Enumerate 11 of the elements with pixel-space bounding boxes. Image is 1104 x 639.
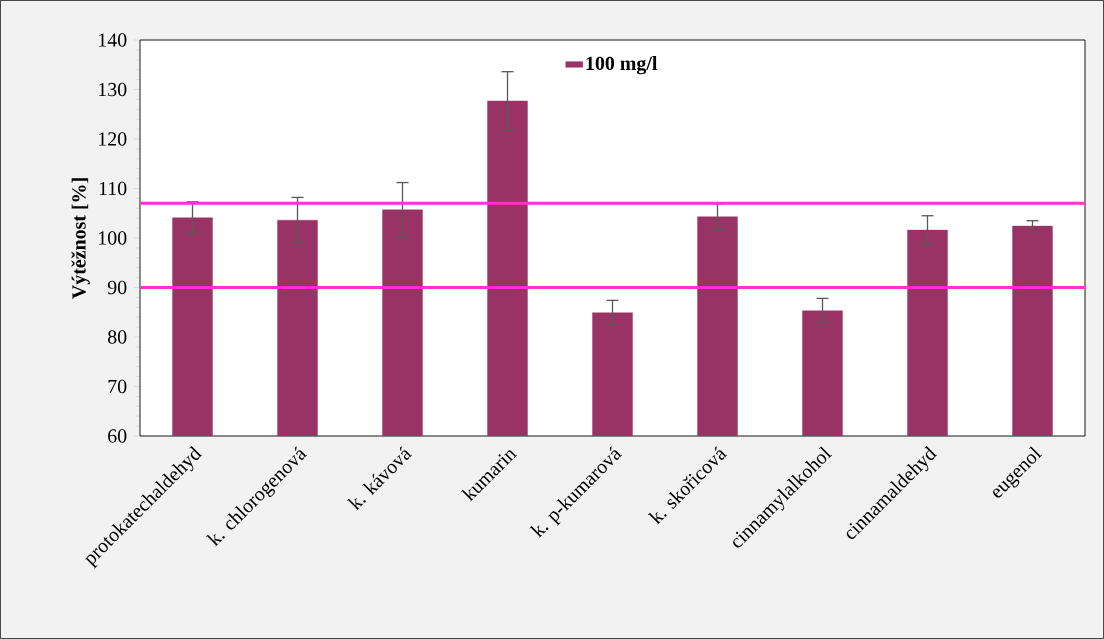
y-tick-label: 110 bbox=[99, 181, 127, 196]
y-tick-label: 70 bbox=[108, 379, 127, 394]
y-tick-label: 120 bbox=[99, 132, 127, 146]
y-tick-label: 140 bbox=[99, 33, 127, 47]
y-tick-label: 60 bbox=[108, 429, 127, 443]
y-tick-label: 80 bbox=[108, 330, 127, 344]
y-tick-label: 100 bbox=[99, 231, 127, 245]
y-tick-label: 90 bbox=[107, 280, 127, 295]
y-axis-title: Výtěžnost [%] bbox=[71, 178, 90, 299]
y-tick-label: 130 bbox=[99, 82, 127, 97]
legend-label: 100 mg/l bbox=[586, 56, 658, 75]
